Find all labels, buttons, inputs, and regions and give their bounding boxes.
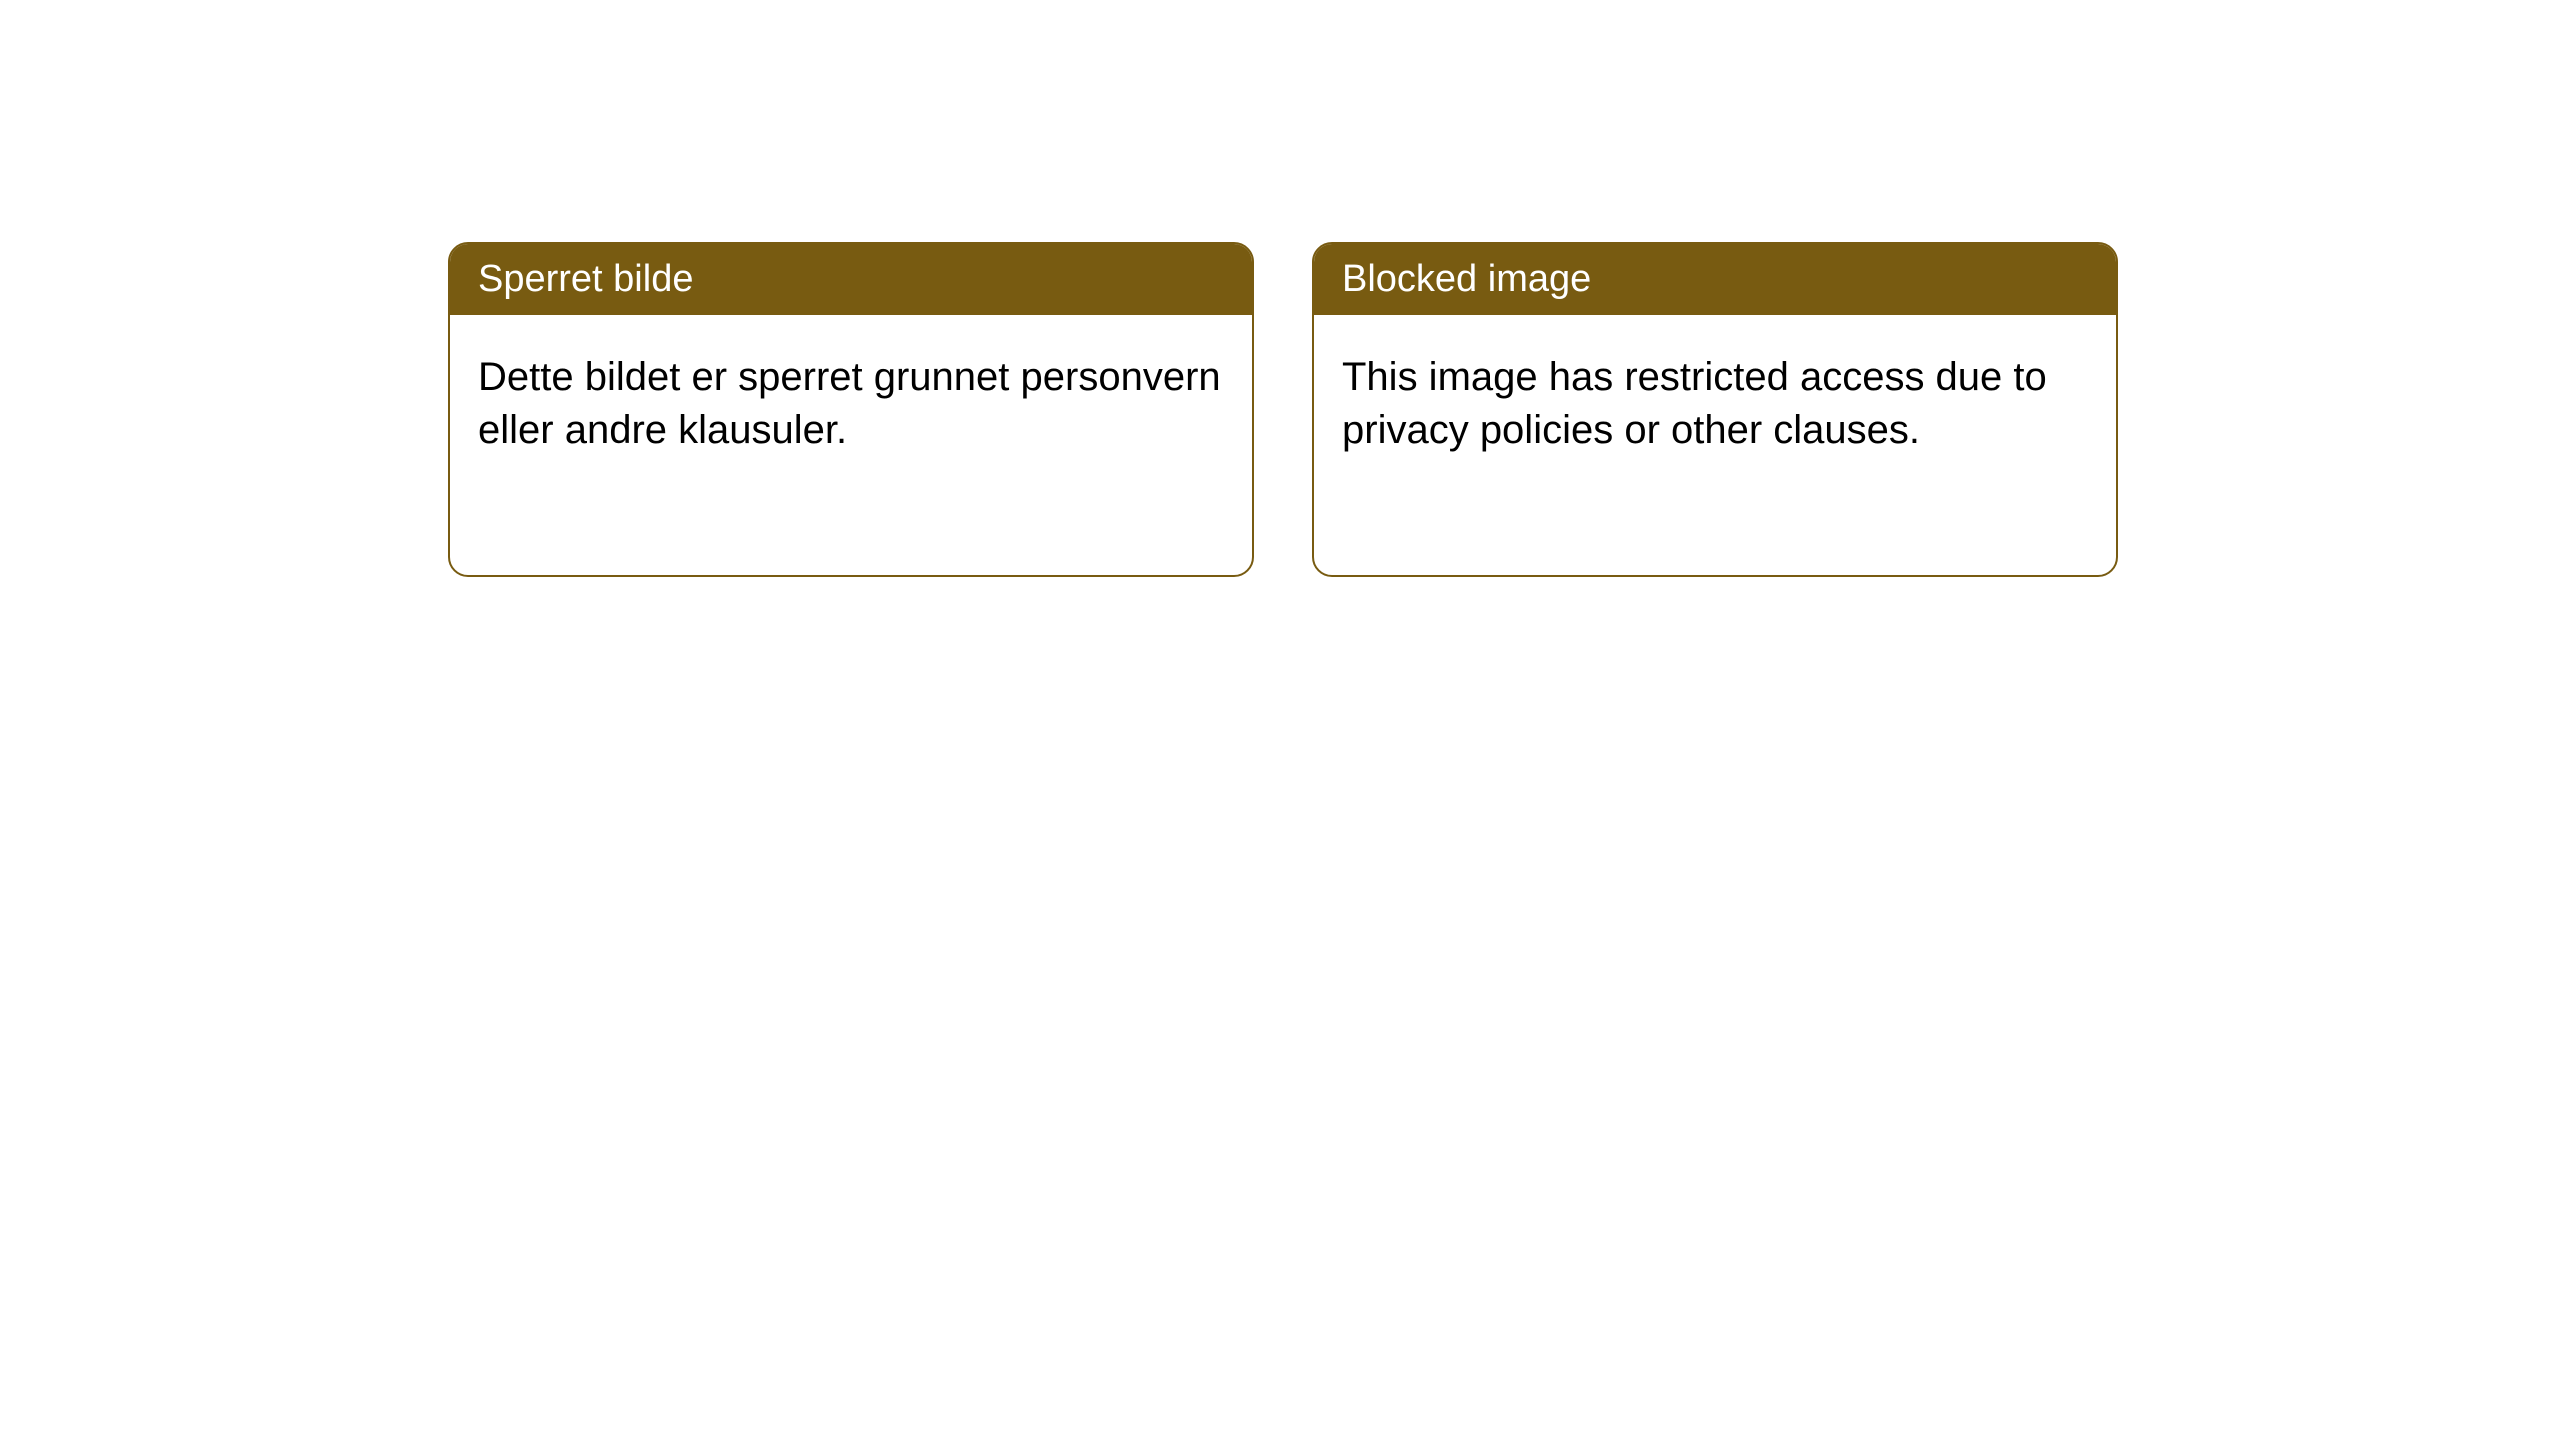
notice-container: Sperret bilde Dette bildet er sperret gr… xyxy=(448,242,2118,577)
notice-body: Dette bildet er sperret grunnet personve… xyxy=(450,315,1252,493)
notice-text: This image has restricted access due to … xyxy=(1342,355,2047,452)
notice-title: Sperret bilde xyxy=(478,258,693,300)
notice-card-english: Blocked image This image has restricted … xyxy=(1312,242,2118,577)
notice-card-norwegian: Sperret bilde Dette bildet er sperret gr… xyxy=(448,242,1254,577)
notice-text: Dette bildet er sperret grunnet personve… xyxy=(478,355,1221,452)
notice-body: This image has restricted access due to … xyxy=(1314,315,2116,493)
notice-header: Blocked image xyxy=(1314,244,2116,315)
notice-title: Blocked image xyxy=(1342,258,1591,300)
notice-header: Sperret bilde xyxy=(450,244,1252,315)
